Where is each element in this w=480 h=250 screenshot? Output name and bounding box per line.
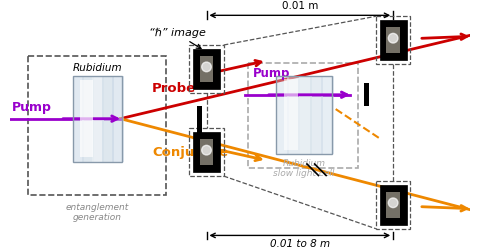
Bar — [193, 49, 220, 89]
Bar — [193, 132, 220, 172]
Text: 0.01 to 8 m: 0.01 to 8 m — [270, 239, 330, 249]
Text: Pump: Pump — [12, 101, 52, 114]
Circle shape — [202, 62, 211, 72]
Bar — [364, 83, 369, 106]
Bar — [83, 76, 95, 162]
Text: entanglement
generation: entanglement generation — [66, 203, 129, 222]
Bar — [386, 192, 400, 218]
Bar — [80, 80, 93, 157]
Bar — [189, 45, 224, 93]
Circle shape — [388, 198, 398, 207]
Text: Rubidium: Rubidium — [72, 63, 122, 73]
Bar — [93, 76, 104, 162]
Bar — [299, 76, 312, 154]
Bar — [200, 139, 213, 166]
Bar — [189, 128, 224, 176]
Bar — [376, 16, 410, 64]
Bar — [310, 76, 323, 154]
Bar — [112, 76, 124, 162]
Bar — [197, 106, 202, 133]
Bar — [200, 56, 213, 82]
Circle shape — [388, 33, 398, 43]
Text: Probe: Probe — [152, 82, 196, 94]
Bar — [288, 76, 300, 154]
Bar — [321, 76, 334, 154]
Text: 0.01 m: 0.01 m — [282, 2, 318, 12]
Bar — [380, 20, 407, 60]
Bar — [386, 27, 400, 54]
Bar — [248, 63, 358, 168]
Bar — [72, 76, 122, 162]
Bar — [276, 76, 289, 154]
Bar — [380, 185, 407, 225]
Bar — [276, 76, 332, 154]
Bar — [27, 56, 166, 195]
Text: Pump: Pump — [252, 68, 290, 80]
Bar — [102, 76, 114, 162]
Bar — [376, 181, 410, 229]
Bar — [284, 80, 298, 150]
Bar — [72, 76, 84, 162]
Text: Rubidium
slow light cell: Rubidium slow light cell — [274, 159, 335, 178]
Text: “ℏ” image: “ℏ” image — [149, 28, 206, 38]
Text: Conjugate: Conjugate — [152, 146, 228, 159]
Circle shape — [202, 145, 211, 155]
